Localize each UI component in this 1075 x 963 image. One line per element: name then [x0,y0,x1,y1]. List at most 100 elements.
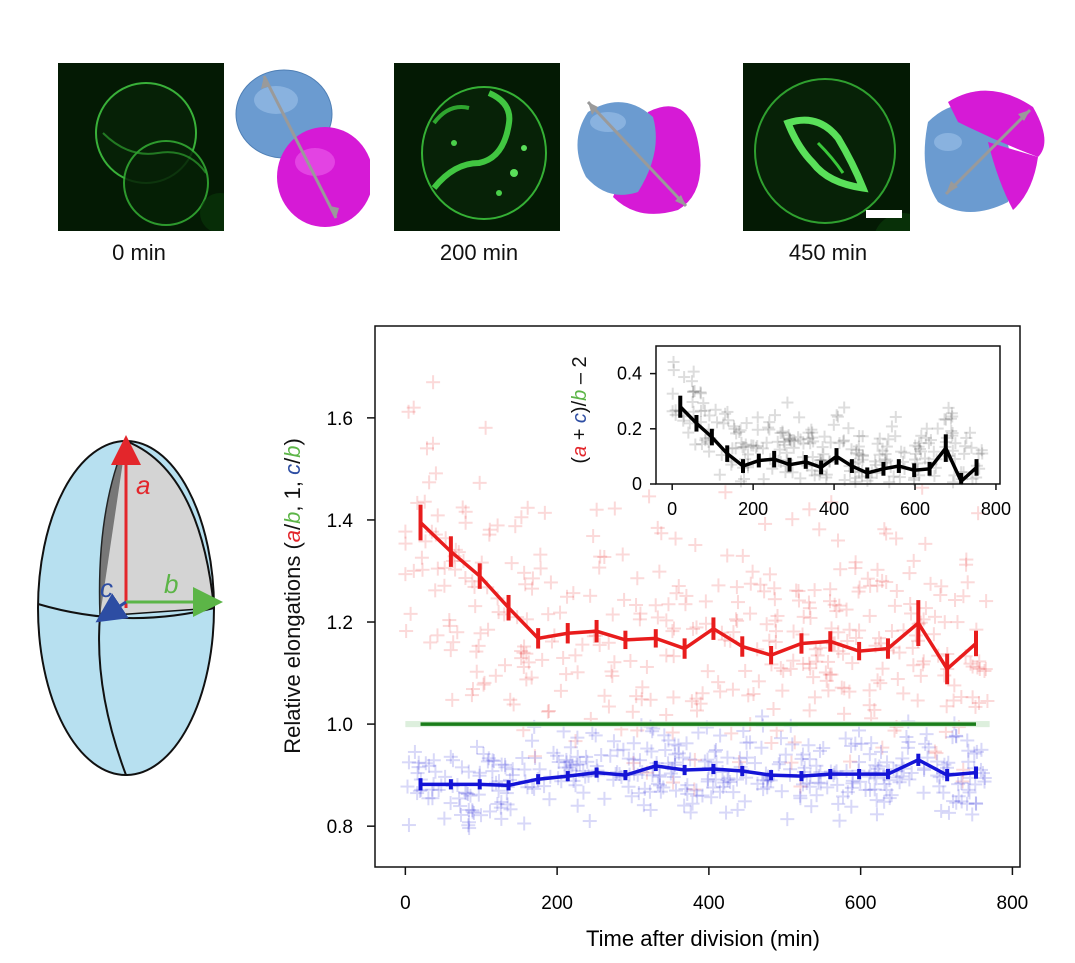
inset-scatter-point [787,441,800,454]
scatter-point [418,756,433,771]
scatter-point [687,752,702,767]
scatter-point [838,731,853,746]
ellipsoid-diagram: a b c [37,435,223,776]
inset-scatter-point [694,386,707,399]
scatter-point [415,562,430,577]
inset-scatter-point [914,445,927,458]
inset-scatter-point [918,452,931,465]
inset-scatter-point [695,404,708,417]
scatter-point [671,746,686,761]
scatter-point [739,750,754,765]
scatter-point [693,696,708,711]
scatter-point [445,692,460,707]
scatter-point [899,729,914,744]
scatter-point [837,706,852,721]
scatter-point [832,813,847,828]
scatter-point [872,631,887,646]
scatter-point [541,704,556,719]
scatter-point [666,690,681,705]
scatter-point [514,651,529,666]
inset-scatter-point [938,413,951,426]
inset-scatter-point [876,444,889,457]
inset-scatter-point [869,455,882,468]
scatter-point [901,735,916,750]
scatter-point [461,802,476,817]
inset-scatter-point [807,435,820,448]
scatter-point [560,589,575,604]
scatter-point [465,682,480,697]
scatter-point [730,595,745,610]
scatter-point [398,536,413,551]
scatter-point [801,595,816,610]
scatter-point [960,796,975,811]
scatter-point [428,466,443,481]
scatter-point [716,779,731,794]
scatter-point [845,776,860,791]
inset-scatter-point [689,438,702,451]
inset-scatter-point [678,371,691,384]
scatter-point [653,784,668,799]
scale-bar [866,210,902,218]
scatter-point [721,771,736,786]
scatter-point [751,674,766,689]
scatter-point [959,552,974,567]
scatter-point [652,769,667,784]
scatter-point [563,740,578,755]
scatter-point [796,656,811,671]
scatter-point [807,690,822,705]
scatter-point [632,612,647,627]
scatter-point [482,527,497,542]
inset-scatter-point [781,396,794,409]
scatter-point [816,741,831,756]
inset-scatter-point [725,458,738,471]
inset-scatter-point [960,431,973,444]
inset-scatter-point [959,440,972,453]
scatter-point [635,680,650,695]
scatter-point [903,596,918,611]
scatter-point [977,771,992,786]
inset-scatter-point [856,450,869,463]
scatter-point [525,733,540,748]
inset-scatter-point [747,439,760,452]
plot-frame [374,325,1021,868]
scatter-point [880,755,895,770]
scatter-point [490,796,505,811]
scatter-point [559,667,574,682]
scatter-point [669,783,684,798]
cell-render-0min [235,69,370,227]
scatter-point [667,737,682,752]
scatter-point [425,791,440,806]
scatter-point [937,757,952,772]
scatter-point [472,475,487,490]
scatter-point [882,791,897,806]
scatter-point [524,670,539,685]
scatter-point [764,735,779,750]
scatter-point [812,743,827,758]
scatter-point [629,598,644,613]
scatter-point [864,736,879,751]
scatter-point [813,765,828,780]
inset-y-axis-label: (a + c)/b – 2 [569,356,591,463]
scatter-point [834,680,849,695]
scatter-point [659,613,674,628]
scatter-point [637,781,652,796]
scatter-point [884,624,899,639]
inset-scatter-point [842,422,855,435]
scatter-point [845,773,860,788]
scatter-point [482,804,497,819]
scatter-point [565,758,580,773]
scatter-point [802,752,817,767]
scatter-point [877,794,892,809]
inset-chart: 0 200 400 600 800 0 0.2 0.4 (a + c)/b – 2 [569,345,1011,519]
inset-scatter-point [824,436,837,449]
scatter-point [715,764,730,779]
inset-scatter-point [849,472,862,485]
scatter-point [713,684,728,699]
scatter-point [700,664,715,679]
scatter-point [801,738,816,753]
scatter-point [863,782,878,797]
scatter-point [923,576,938,591]
scatter-point [418,534,433,549]
scatter-point [445,553,460,568]
inset-scatter-point [928,469,941,482]
